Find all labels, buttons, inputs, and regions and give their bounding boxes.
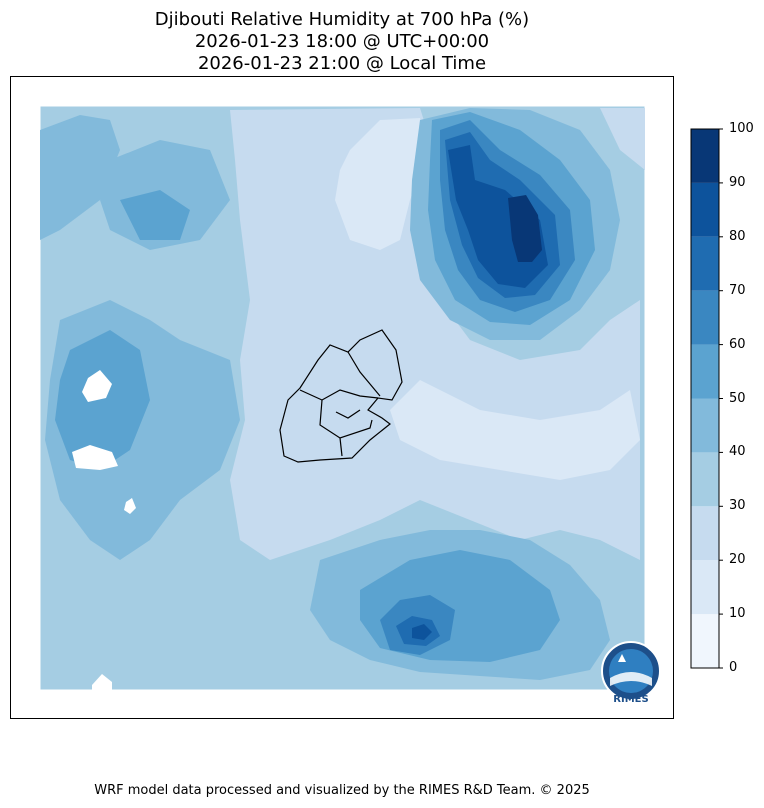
logo-text: RIMES <box>613 694 649 705</box>
colorbar-tick-label: 80 <box>729 228 746 244</box>
field-10-20-east <box>390 380 640 480</box>
logo-inner <box>609 649 653 693</box>
colorbar-segment <box>691 236 719 291</box>
colorbar-tick-label: 70 <box>729 282 746 298</box>
map-title: Djibouti Relative Humidity at 700 hPa (%… <box>154 9 530 30</box>
hole-4 <box>92 674 112 690</box>
country-borders <box>279 329 403 463</box>
colorbar-tick-label: 20 <box>729 552 746 568</box>
colorbar-segment <box>691 129 719 183</box>
colorbar-tick-label: 60 <box>729 336 746 352</box>
colorbar-tick-label: 0 <box>729 660 738 675</box>
colorbar-segment <box>691 614 719 668</box>
rimes-logo: RIMES <box>600 640 662 708</box>
footer-credit: WRF model data processed and visualized … <box>94 783 590 798</box>
utc-time: 2026-01-23 18:00 @ UTC+00:00 <box>194 31 490 52</box>
field-40-50-nw <box>40 115 120 240</box>
colorbar <box>690 128 723 669</box>
colorbar-segment <box>691 452 719 507</box>
local-time: 2026-01-23 21:00 @ Local Time <box>197 53 487 74</box>
hole-2 <box>72 445 118 470</box>
colorbar-segment <box>691 506 719 561</box>
humidity-field <box>39 105 646 691</box>
tower-icon <box>618 654 626 662</box>
colorbar-tick-label: 10 <box>729 606 746 622</box>
field-50-60-w2 <box>55 330 150 470</box>
hole-1 <box>82 370 112 402</box>
colorbar-tick-label: 30 <box>729 498 746 514</box>
colorbar-segment <box>691 290 719 345</box>
colorbar-segment <box>691 182 719 237</box>
hole-3 <box>124 498 136 514</box>
field-50-60-w <box>120 190 190 240</box>
colorbar-tick-label: 100 <box>729 121 754 136</box>
field-90-100-ne <box>508 195 542 262</box>
colorbar-segment <box>691 398 719 453</box>
colorbar-tick-label: 50 <box>729 390 746 406</box>
field-ne-corner <box>600 108 645 170</box>
colorbar-tick-label: 40 <box>729 444 746 460</box>
colorbar-tick-label: 90 <box>729 174 746 190</box>
wave-icon <box>610 672 652 686</box>
field-80-90-south <box>412 624 432 640</box>
field-10-20-north <box>335 118 425 250</box>
colorbar-segment <box>691 344 719 399</box>
colorbar-segment <box>691 560 719 615</box>
